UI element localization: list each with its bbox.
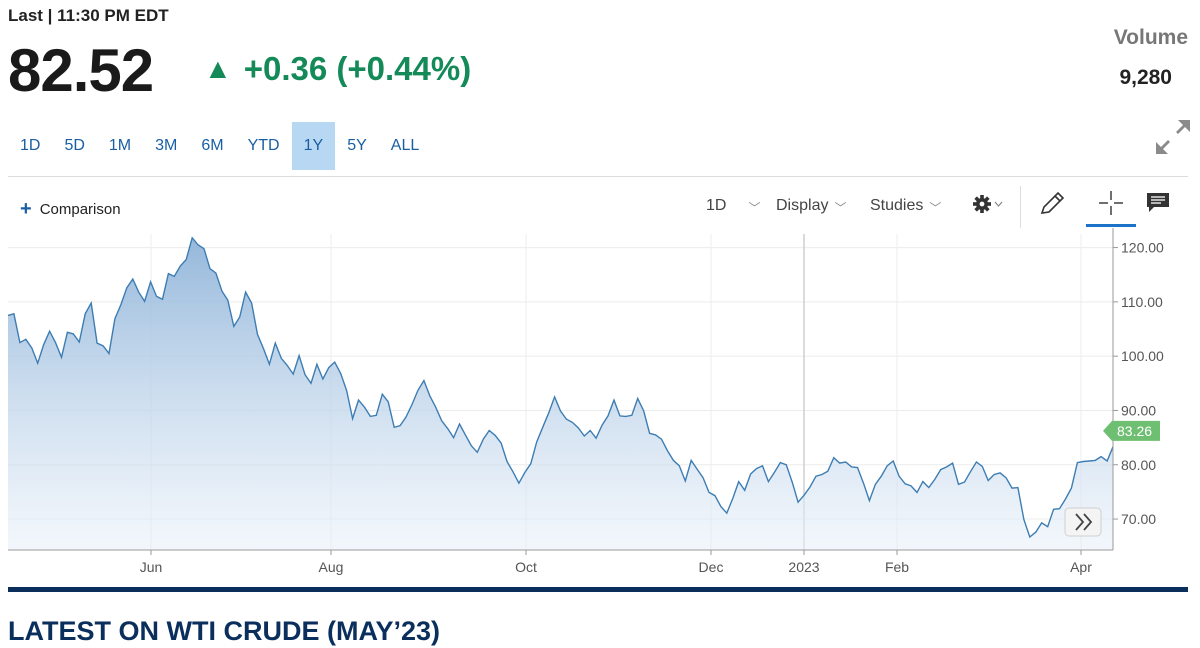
y-tick-label: 70.00 [1121, 511, 1156, 527]
interval-dropdown[interactable]: 1D ﹀ [706, 195, 760, 216]
studies-dropdown[interactable]: Studies ﹀ [870, 195, 941, 216]
plus-icon: + [20, 198, 32, 220]
range-tab-3m[interactable]: 3M [155, 137, 178, 154]
crosshair-active-indicator [1086, 224, 1136, 227]
range-tab-1y[interactable]: 1Y [291, 122, 336, 170]
volume-label: Volume [1113, 26, 1188, 49]
chevron-down-icon: ﹀ [929, 201, 942, 215]
comment-icon[interactable] [1144, 188, 1174, 218]
current-price-tag: 83.26 [1103, 420, 1160, 441]
section-headline: LATEST ON WTI CRUDE (MAY’23) [8, 616, 441, 646]
x-tick-label: Oct [515, 559, 537, 575]
y-tick-label: 80.00 [1121, 457, 1156, 473]
chevron-down-icon: ﹀ [834, 201, 847, 215]
price-tag-label: 83.26 [1117, 423, 1152, 439]
expand-icon[interactable] [1156, 120, 1190, 154]
x-axis: Jun Aug Oct Dec 2023 Feb Apr [8, 549, 1113, 575]
price-change-value: +0.36 (+0.44%) [243, 50, 472, 87]
volume-value: 9,280 [1119, 66, 1172, 89]
crosshair-icon[interactable] [1096, 188, 1126, 218]
price-area [8, 237, 1113, 551]
display-dropdown[interactable]: Display ﹀ [776, 195, 846, 216]
toolbar-divider [1020, 186, 1021, 228]
studies-label: Studies [870, 196, 924, 214]
price-line [7, 236, 1114, 539]
y-tick-label: 90.00 [1121, 402, 1156, 418]
pencil-icon[interactable] [1038, 188, 1068, 218]
x-tick-label: Feb [885, 559, 909, 575]
chevron-down-icon: ﹀ [748, 201, 761, 215]
price-change: ▲ +0.36 (+0.44%) [204, 50, 471, 88]
divider [8, 176, 1188, 177]
last-price: 82.52 [8, 37, 154, 104]
last-update-label: Last | 11:30 PM EDT [8, 6, 169, 25]
comparison-button[interactable]: + Comparison [20, 198, 121, 221]
price-tag-shape [1103, 420, 1160, 441]
settings-gear-icon[interactable] [972, 192, 1006, 216]
range-tab-all[interactable]: ALL [390, 137, 420, 154]
range-tab-5y[interactable]: 5Y [347, 137, 367, 154]
range-tab-5d[interactable]: 5D [64, 137, 85, 154]
range-tab-1m[interactable]: 1M [108, 137, 132, 154]
section-rule [8, 587, 1188, 592]
y-tick-label: 110.00 [1121, 294, 1163, 310]
range-tab-6m[interactable]: 6M [201, 137, 224, 154]
x-tick-label: Apr [1070, 559, 1092, 575]
x-tick-label: 2023 [788, 559, 819, 575]
scroll-forward-icon [1075, 513, 1093, 531]
comparison-label: Comparison [39, 201, 121, 218]
y-axis: 120.00 110.00 100.00 90.00 80.00 70.00 [1112, 228, 1164, 550]
price-chart[interactable]: 120.00 110.00 100.00 90.00 80.00 70.00 Jun Aug… [0, 228, 1200, 584]
interval-label: 1D [706, 196, 727, 214]
up-arrow-icon: ▲ [204, 53, 232, 84]
y-tick-label: 100.00 [1121, 348, 1164, 364]
range-tab-ytd[interactable]: YTD [247, 137, 280, 154]
x-tick-label: Aug [319, 559, 344, 575]
x-tick-label: Jun [140, 559, 163, 575]
scroll-forward-button[interactable] [1064, 507, 1102, 537]
time-range-tabs: 1D 5D 1M 3M 6M YTD 1Y 5Y ALL [8, 122, 431, 170]
range-tab-1d[interactable]: 1D [20, 137, 41, 154]
display-label: Display [776, 196, 829, 214]
y-tick-label: 120.00 [1121, 240, 1164, 256]
x-tick-label: Dec [699, 559, 724, 575]
